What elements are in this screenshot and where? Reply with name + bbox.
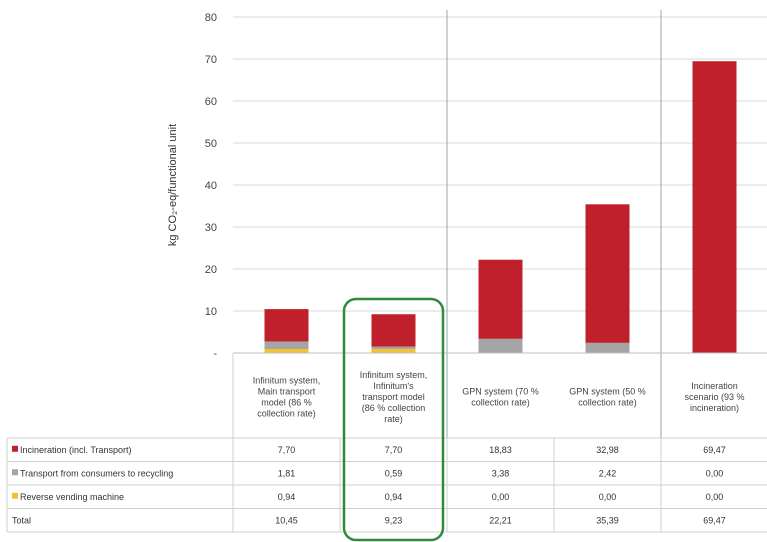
- category-label-line: Infinitum system,: [253, 376, 321, 386]
- bar-reverse-vending-machine-1: [371, 349, 416, 353]
- table-cell-2-3: 0,00: [599, 492, 617, 502]
- y-tick-label-80: 80: [205, 12, 217, 24]
- y-tick-label-30: 30: [205, 222, 217, 234]
- bar-transport-from-consumers-to-recycling-3: [585, 342, 630, 353]
- category-label-2: GPN system (70 % collection rate): [462, 387, 539, 408]
- category-label-line: Infinitum system,: [360, 370, 428, 380]
- table-row-label-1: Transport from consumers to recycling: [20, 468, 173, 478]
- bar-incineration-incl-transport--1: [371, 314, 416, 347]
- table-cell-1-0: 1,81: [278, 468, 296, 478]
- category-label-line: collection rate): [471, 398, 530, 408]
- category-label-line: Infinitum's: [373, 381, 414, 391]
- highlight-box: [342, 297, 445, 542]
- table-cell-1-4: 0,00: [706, 468, 724, 478]
- table-cell-2-0: 0,94: [278, 492, 296, 502]
- category-label-line: incineration): [690, 403, 739, 413]
- y-tick-label-40: 40: [205, 180, 217, 192]
- table-cell-3-4: 69,47: [703, 515, 726, 525]
- table-cell-3-0: 10,45: [275, 515, 298, 525]
- category-label-line: scenario (93 %: [684, 392, 744, 402]
- table-cell-3-2: 22,21: [489, 515, 512, 525]
- table-row-label-2: Reverse vending machine: [20, 492, 124, 502]
- bar-transport-from-consumers-to-recycling-0: [264, 341, 309, 350]
- bar-incineration-incl-transport--3: [585, 204, 630, 343]
- y-tick-label-10: 10: [205, 306, 217, 318]
- table-cell-2-1: 0,94: [385, 492, 403, 502]
- category-label-3: GPN system (50 % collection rate): [569, 387, 646, 408]
- category-label-line: Main transport: [258, 387, 316, 397]
- y-axis-label: kg CO₂-eq/functional unit: [167, 124, 179, 246]
- table-cell-2-4: 0,00: [706, 492, 724, 502]
- category-label-line: GPN system (70 %: [462, 387, 539, 397]
- y-tick-label-50: 50: [205, 138, 217, 150]
- table-row-label-0: Incineration (incl. Transport): [20, 445, 132, 455]
- category-label-line: rate): [384, 414, 403, 424]
- category-label-line: Incineration: [691, 381, 738, 391]
- bar-transport-from-consumers-to-recycling-1: [371, 346, 416, 350]
- table-cell-2-2: 0,00: [492, 492, 510, 502]
- table-cell-1-3: 2,42: [599, 468, 617, 478]
- table-cell-0-2: 18,83: [489, 445, 512, 455]
- y-tick-label-60: 60: [205, 96, 217, 108]
- table-legend-key-1: [12, 469, 18, 476]
- category-label-4: Incineration scenario (93 % incineration): [684, 381, 744, 413]
- table-legend-key-2: [12, 492, 18, 499]
- category-label-line: collection rate): [578, 398, 637, 408]
- bar-incineration-incl-transport--0: [264, 309, 309, 342]
- category-label-line: (86 % collection: [362, 403, 426, 413]
- table-cell-3-3: 35,39: [596, 515, 619, 525]
- table-cell-0-4: 69,47: [703, 445, 726, 455]
- table-row-label-3: Total: [12, 515, 31, 525]
- category-label-line: model (86 %: [261, 398, 312, 408]
- table-cell-0-0: 7,70: [278, 445, 296, 455]
- category-label-line: GPN system (50 %: [569, 387, 646, 397]
- table-cell-1-2: 3,38: [492, 468, 510, 478]
- table-cell-1-1: 0,59: [385, 468, 403, 478]
- y-tick-label-70: 70: [205, 54, 217, 66]
- table-legend-key-0: [12, 445, 18, 452]
- bar-transport-from-consumers-to-recycling-2: [478, 338, 523, 353]
- bar-incineration-incl-transport--2: [478, 259, 523, 339]
- category-label-0: Infinitum system, Main transport model (86…: [253, 376, 321, 419]
- category-label-line: collection rate): [257, 409, 316, 419]
- category-label-line: transport model: [362, 392, 425, 402]
- bar-reverse-vending-machine-0: [264, 349, 309, 353]
- table-cell-0-3: 32,98: [596, 445, 619, 455]
- category-label-1: Infinitum system, Infinitum's transport mo…: [360, 370, 428, 424]
- y-tick-label-20: 20: [205, 264, 217, 276]
- y-tick-label-0: -: [213, 348, 217, 360]
- bar-incineration-incl-transport--4: [692, 61, 737, 353]
- table-cell-0-1: 7,70: [385, 445, 403, 455]
- table-cell-3-1: 9,23: [385, 515, 403, 525]
